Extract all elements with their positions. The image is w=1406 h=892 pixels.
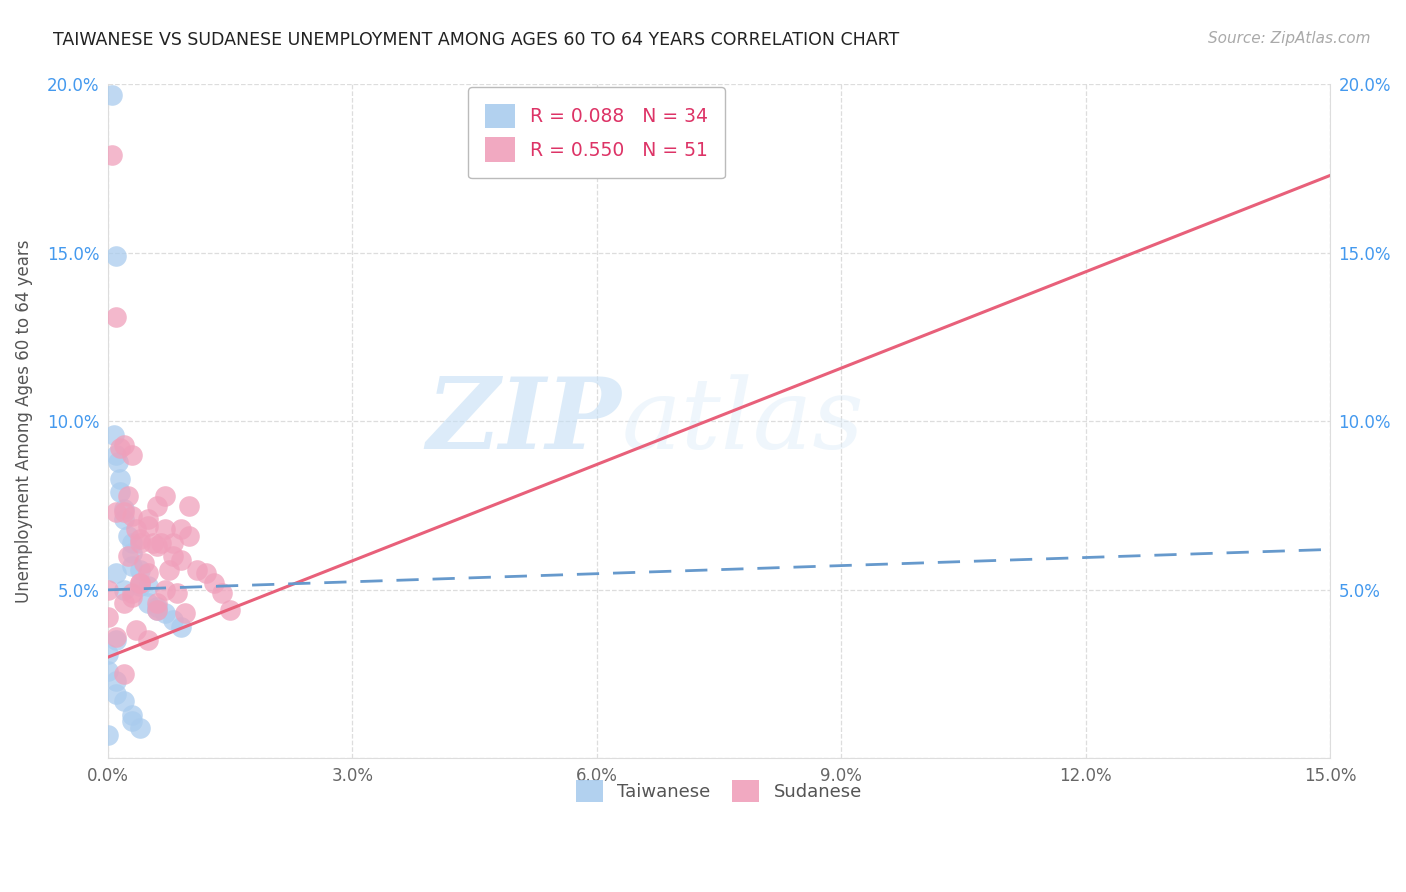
Point: [104, 687, 127, 701]
Point: [104, 505, 127, 519]
Point: [162, 613, 184, 627]
Point: [153, 489, 176, 503]
Point: [108, 485, 131, 500]
Point: [138, 633, 160, 648]
Point: [179, 529, 201, 543]
Point: [103, 428, 125, 442]
Point: [121, 714, 143, 729]
Point: [104, 249, 127, 263]
Point: [121, 586, 143, 600]
Point: [104, 310, 127, 324]
Point: [145, 599, 167, 614]
Point: [219, 603, 242, 617]
Point: [97, 728, 120, 742]
Point: [112, 505, 135, 519]
Point: [125, 522, 148, 536]
Point: [117, 549, 139, 564]
Point: [121, 707, 143, 722]
Point: [112, 694, 135, 708]
Point: [129, 533, 152, 547]
Point: [125, 624, 148, 638]
Point: [179, 499, 201, 513]
Point: [112, 512, 135, 526]
Point: [129, 563, 152, 577]
Point: [112, 667, 135, 681]
Point: [162, 549, 184, 564]
Point: [97, 647, 120, 661]
Point: [138, 512, 160, 526]
Point: [129, 576, 152, 591]
Point: [104, 630, 127, 644]
Point: [112, 596, 135, 610]
Point: [145, 539, 167, 553]
Point: [97, 664, 120, 678]
Point: [121, 508, 143, 523]
Point: [108, 472, 131, 486]
Point: [108, 442, 131, 456]
Point: [104, 673, 127, 688]
Point: [97, 610, 120, 624]
Point: [104, 633, 127, 648]
Point: [145, 603, 167, 617]
Point: [174, 607, 197, 621]
Point: [112, 438, 135, 452]
Point: [211, 586, 233, 600]
Point: [107, 455, 129, 469]
Point: [145, 603, 167, 617]
Text: Source: ZipAtlas.com: Source: ZipAtlas.com: [1208, 31, 1371, 46]
Point: [162, 535, 184, 549]
Point: [104, 448, 127, 462]
Point: [101, 87, 124, 102]
Point: [129, 535, 152, 549]
Point: [153, 522, 176, 536]
Point: [145, 596, 167, 610]
Point: [138, 519, 160, 533]
Point: [202, 576, 225, 591]
Point: [121, 535, 143, 549]
Point: [129, 721, 152, 735]
Legend: Taiwanese, Sudanese: Taiwanese, Sudanese: [565, 770, 873, 814]
Point: [134, 556, 156, 570]
Point: [153, 582, 176, 597]
Point: [138, 566, 160, 580]
Point: [194, 566, 217, 580]
Point: [101, 148, 124, 162]
Point: [170, 522, 193, 536]
Text: atlas: atlas: [621, 374, 863, 469]
Point: [170, 552, 193, 566]
Point: [153, 607, 176, 621]
Point: [157, 563, 180, 577]
Point: [121, 546, 143, 560]
Y-axis label: Unemployment Among Ages 60 to 64 years: Unemployment Among Ages 60 to 64 years: [15, 240, 32, 603]
Point: [166, 586, 188, 600]
Point: [145, 499, 167, 513]
Point: [121, 448, 143, 462]
Point: [117, 489, 139, 503]
Point: [129, 576, 152, 591]
Point: [186, 563, 208, 577]
Point: [112, 582, 135, 597]
Point: [112, 502, 135, 516]
Point: [129, 580, 152, 594]
Text: ZIP: ZIP: [426, 373, 621, 470]
Text: TAIWANESE VS SUDANESE UNEMPLOYMENT AMONG AGES 60 TO 64 YEARS CORRELATION CHART: TAIWANESE VS SUDANESE UNEMPLOYMENT AMONG…: [53, 31, 900, 49]
Point: [138, 580, 160, 594]
Point: [141, 535, 163, 549]
Point: [97, 582, 120, 597]
Point: [121, 559, 143, 574]
Point: [104, 566, 127, 580]
Point: [138, 596, 160, 610]
Point: [170, 620, 193, 634]
Point: [149, 535, 172, 549]
Point: [121, 590, 143, 604]
Point: [117, 529, 139, 543]
